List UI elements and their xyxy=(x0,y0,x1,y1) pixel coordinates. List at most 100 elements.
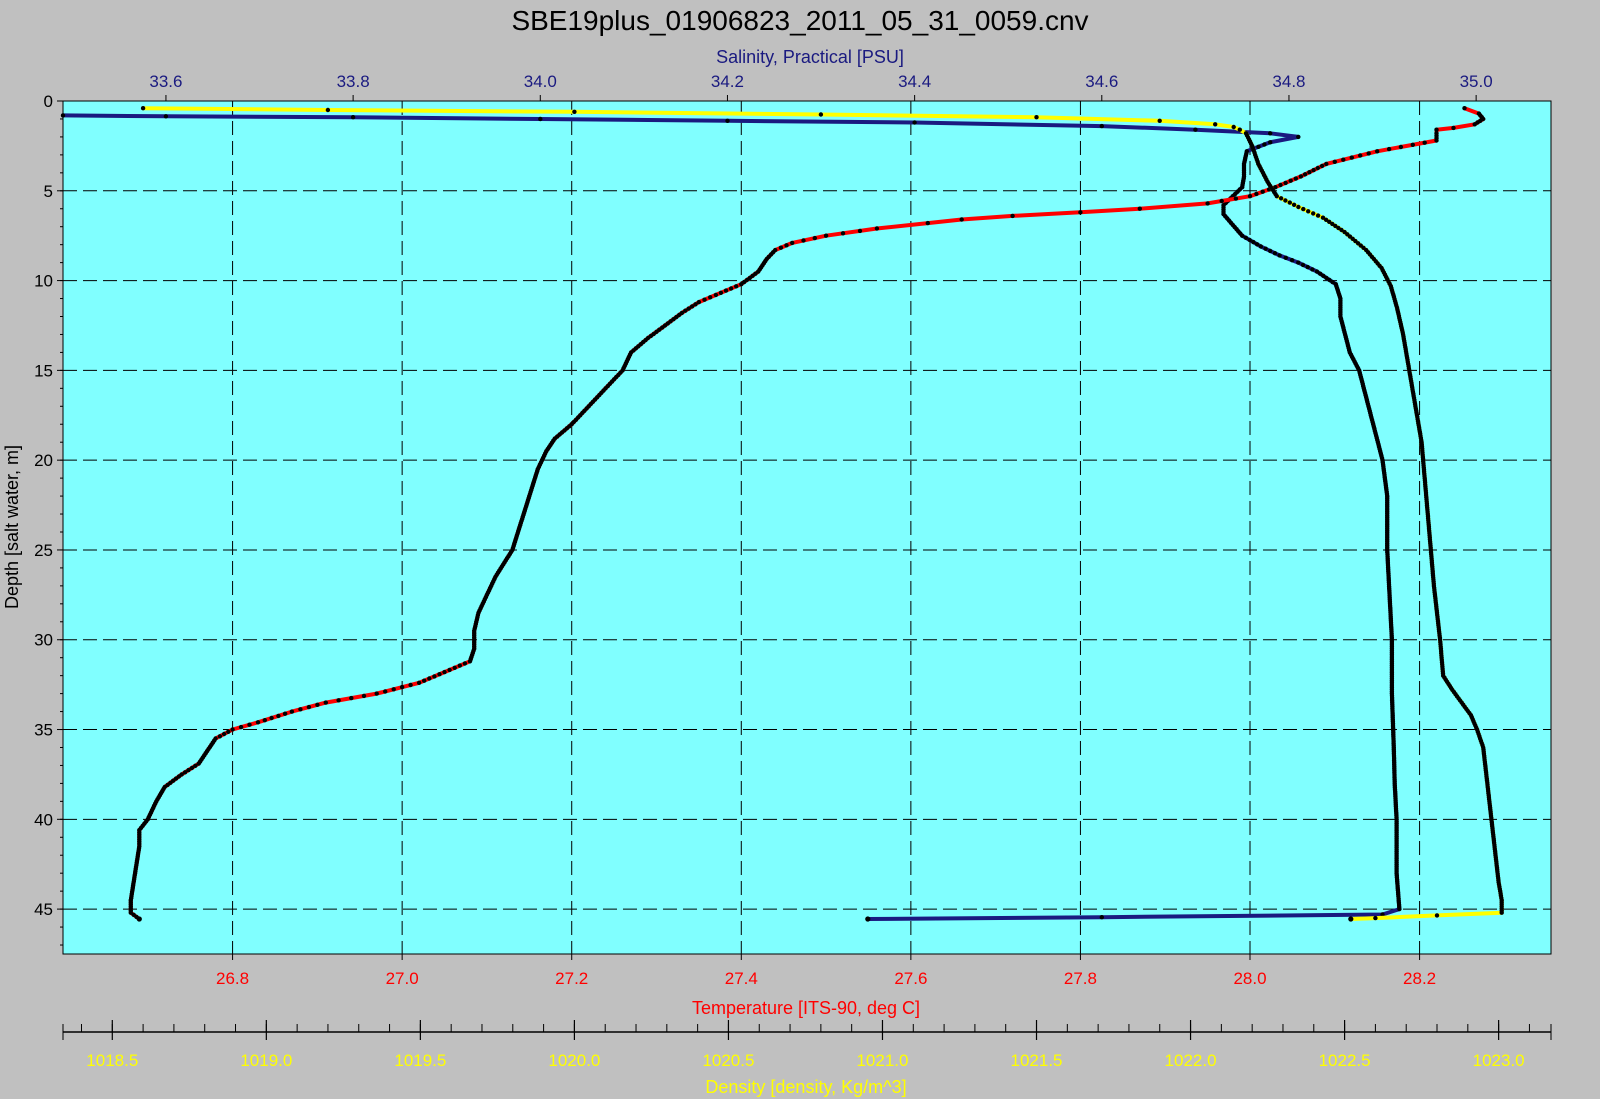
density-marker xyxy=(140,106,146,111)
salinity-tick-label: 33.8 xyxy=(337,72,370,91)
temperature-marker xyxy=(361,693,367,699)
temperature-marker xyxy=(432,674,437,679)
temperature-marker xyxy=(230,727,235,732)
depth-tick-label: 0 xyxy=(44,92,53,111)
temperature-marker xyxy=(1293,176,1299,181)
density-marker xyxy=(1274,194,1280,199)
depth-tick-label: 35 xyxy=(34,721,53,740)
temperature-marker xyxy=(689,304,695,309)
temperature-marker xyxy=(323,700,328,705)
temperature-marker xyxy=(262,718,267,723)
temperature-marker xyxy=(713,292,719,298)
salinity-marker xyxy=(1193,127,1198,132)
temperature-marker xyxy=(193,763,198,768)
temperature-marker xyxy=(739,282,744,287)
salinity-marker xyxy=(1330,279,1335,285)
temperature-marker xyxy=(1324,161,1329,167)
depth-tick-label: 15 xyxy=(34,361,53,380)
salinity-marker xyxy=(1099,915,1105,920)
temperature-marker xyxy=(349,695,354,701)
temperature-marker xyxy=(812,235,817,241)
temperature-marker xyxy=(189,765,195,771)
temperature-marker xyxy=(136,916,142,922)
salinity-tick-label: 34.4 xyxy=(898,72,931,91)
temperature-marker xyxy=(723,288,729,293)
salinity-marker xyxy=(725,118,730,124)
depth-tick-label: 5 xyxy=(44,182,53,201)
salinity-marker xyxy=(1397,906,1402,912)
salinity-marker xyxy=(1310,267,1315,272)
temperature-marker xyxy=(696,299,702,305)
density-marker xyxy=(1301,206,1306,212)
density-marker xyxy=(1034,115,1039,120)
density-marker xyxy=(325,107,331,113)
temperature-marker xyxy=(221,731,227,737)
temperature-marker xyxy=(416,680,422,685)
density-tick-label: 1018.5 xyxy=(86,1051,138,1070)
temperature-marker xyxy=(306,704,312,710)
salinity-marker xyxy=(865,916,871,922)
density-marker xyxy=(1278,196,1284,201)
temperature-marker xyxy=(1366,151,1371,156)
temperature-marker xyxy=(408,682,413,688)
depth-tick-label: 40 xyxy=(34,810,53,829)
temperature-marker xyxy=(437,672,442,677)
salinity-marker xyxy=(1300,262,1306,268)
temperature-marker xyxy=(238,724,244,730)
temperature-marker xyxy=(247,722,252,727)
temperature-tick-label: 27.4 xyxy=(725,969,758,988)
temperature-marker xyxy=(1422,140,1427,145)
temperature-marker xyxy=(925,220,930,226)
density-tick-label: 1019.0 xyxy=(240,1051,292,1070)
temperature-marker xyxy=(1358,153,1363,158)
temperature-marker xyxy=(702,297,707,302)
temperature-tick-label: 26.8 xyxy=(216,969,249,988)
temperature-tick-label: 28.2 xyxy=(1403,969,1436,988)
temperature-marker xyxy=(1398,144,1404,150)
salinity-marker xyxy=(1305,264,1310,270)
temperature-marker xyxy=(1137,206,1143,211)
temperature-marker xyxy=(467,659,473,664)
density-marker xyxy=(1231,124,1236,130)
salinity-marker xyxy=(1251,239,1256,245)
salinity-marker xyxy=(1321,273,1326,278)
temperature-marker xyxy=(1302,172,1308,177)
temperature-marker xyxy=(784,243,789,248)
temperature-marker xyxy=(269,715,274,721)
temperature-marker xyxy=(1410,142,1416,147)
salinity-marker xyxy=(1289,258,1295,263)
salinity-marker xyxy=(1327,277,1332,283)
density-marker xyxy=(1333,223,1338,229)
salinity-axis-label: Salinity, Practical [PSU] xyxy=(716,47,904,67)
data-series xyxy=(60,106,1504,922)
density-marker xyxy=(1499,910,1504,915)
temperature-marker xyxy=(686,306,691,311)
density-tick-label: 1020.0 xyxy=(548,1051,600,1070)
density-marker xyxy=(1348,916,1354,922)
density-marker xyxy=(1213,122,1218,127)
density-marker xyxy=(1320,215,1326,220)
salinity-tick-label: 34.2 xyxy=(711,72,744,91)
temperature-marker xyxy=(276,713,281,719)
temperature-marker xyxy=(1341,157,1346,162)
density-marker xyxy=(1315,213,1321,218)
density-marker xyxy=(1283,198,1288,203)
density-marker xyxy=(1291,202,1297,207)
depth-tick-label: 10 xyxy=(34,272,53,291)
density-tick-label: 1021.0 xyxy=(856,1051,908,1070)
temperature-marker xyxy=(718,290,724,295)
density-marker xyxy=(1339,227,1344,233)
temperature-marker xyxy=(734,284,739,289)
temperature-marker xyxy=(1283,180,1288,186)
salinity-tick-label: 33.6 xyxy=(149,72,182,91)
salinity-marker xyxy=(1254,242,1260,247)
temperature-marker xyxy=(1010,213,1015,219)
temperature-axis-label: Temperature [ITS-90, deg C] xyxy=(692,998,920,1018)
density-tick-label: 1023.0 xyxy=(1473,1051,1525,1070)
salinity-marker xyxy=(1243,235,1249,240)
salinity-marker xyxy=(1268,131,1273,136)
density-marker xyxy=(1373,915,1378,921)
temperature-marker xyxy=(1434,127,1439,132)
temperature-marker xyxy=(457,663,462,668)
density-tick-label: 1022.0 xyxy=(1165,1051,1217,1070)
